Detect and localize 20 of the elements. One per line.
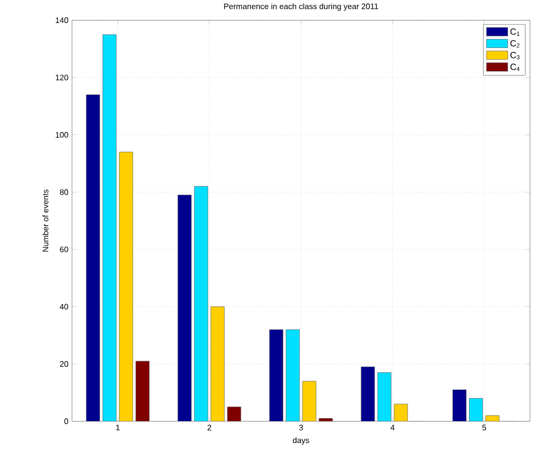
bar xyxy=(452,389,466,422)
legend-label: C$_{3}$ xyxy=(510,52,520,60)
bar xyxy=(136,360,150,422)
bar xyxy=(102,34,116,422)
bar xyxy=(469,398,483,422)
bar xyxy=(377,372,392,422)
bar xyxy=(269,329,284,422)
bar xyxy=(286,329,300,422)
bar xyxy=(302,380,316,422)
bar xyxy=(227,406,242,422)
bar xyxy=(360,366,375,422)
bar xyxy=(119,152,133,422)
legend-label: C$_{2}$ xyxy=(510,40,520,48)
bar xyxy=(394,404,408,422)
bar xyxy=(194,186,208,422)
legend-label: C$_{4}$ xyxy=(510,64,520,71)
bar xyxy=(86,94,100,422)
bar xyxy=(210,306,225,422)
bar xyxy=(178,194,192,422)
legend-label: C$_{1}$ xyxy=(510,28,520,36)
